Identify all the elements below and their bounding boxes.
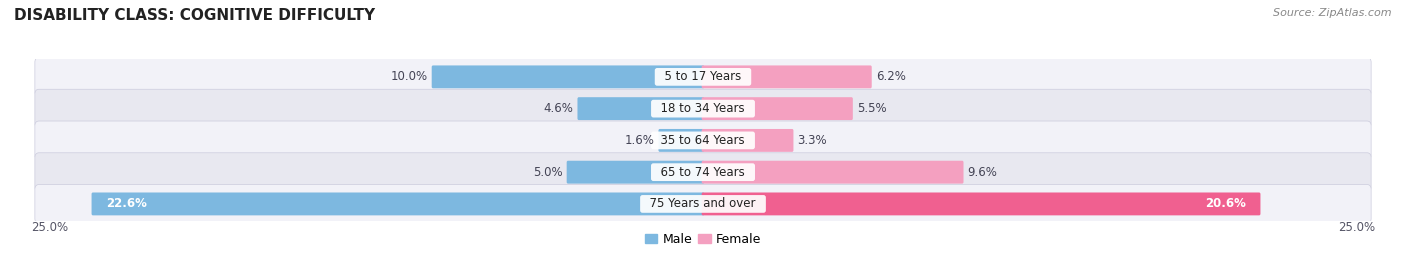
- Text: 3.3%: 3.3%: [797, 134, 827, 147]
- Text: 10.0%: 10.0%: [391, 70, 427, 83]
- FancyBboxPatch shape: [35, 153, 1371, 191]
- Text: 35 to 64 Years: 35 to 64 Years: [654, 134, 752, 147]
- Text: 5.5%: 5.5%: [856, 102, 887, 115]
- FancyBboxPatch shape: [91, 193, 704, 215]
- FancyBboxPatch shape: [567, 161, 704, 184]
- FancyBboxPatch shape: [658, 129, 704, 152]
- Text: 65 to 74 Years: 65 to 74 Years: [654, 166, 752, 179]
- FancyBboxPatch shape: [702, 161, 963, 184]
- FancyBboxPatch shape: [35, 58, 1371, 96]
- Text: 9.6%: 9.6%: [967, 166, 997, 179]
- Text: 20.6%: 20.6%: [1205, 197, 1246, 210]
- Text: 5 to 17 Years: 5 to 17 Years: [657, 70, 749, 83]
- FancyBboxPatch shape: [35, 121, 1371, 160]
- FancyBboxPatch shape: [702, 129, 793, 152]
- FancyBboxPatch shape: [35, 89, 1371, 128]
- FancyBboxPatch shape: [578, 97, 704, 120]
- Text: 25.0%: 25.0%: [31, 221, 67, 234]
- Text: 1.6%: 1.6%: [624, 134, 654, 147]
- Text: 4.6%: 4.6%: [544, 102, 574, 115]
- FancyBboxPatch shape: [702, 193, 1260, 215]
- Text: 5.0%: 5.0%: [533, 166, 562, 179]
- FancyBboxPatch shape: [432, 65, 704, 88]
- Text: Source: ZipAtlas.com: Source: ZipAtlas.com: [1274, 8, 1392, 18]
- FancyBboxPatch shape: [702, 97, 853, 120]
- Text: 18 to 34 Years: 18 to 34 Years: [654, 102, 752, 115]
- Legend: Male, Female: Male, Female: [640, 228, 766, 251]
- Text: 25.0%: 25.0%: [1339, 221, 1375, 234]
- Text: DISABILITY CLASS: COGNITIVE DIFFICULTY: DISABILITY CLASS: COGNITIVE DIFFICULTY: [14, 8, 375, 23]
- Text: 22.6%: 22.6%: [107, 197, 148, 210]
- Text: 6.2%: 6.2%: [876, 70, 905, 83]
- Text: 75 Years and over: 75 Years and over: [643, 197, 763, 210]
- FancyBboxPatch shape: [702, 65, 872, 88]
- FancyBboxPatch shape: [35, 185, 1371, 223]
